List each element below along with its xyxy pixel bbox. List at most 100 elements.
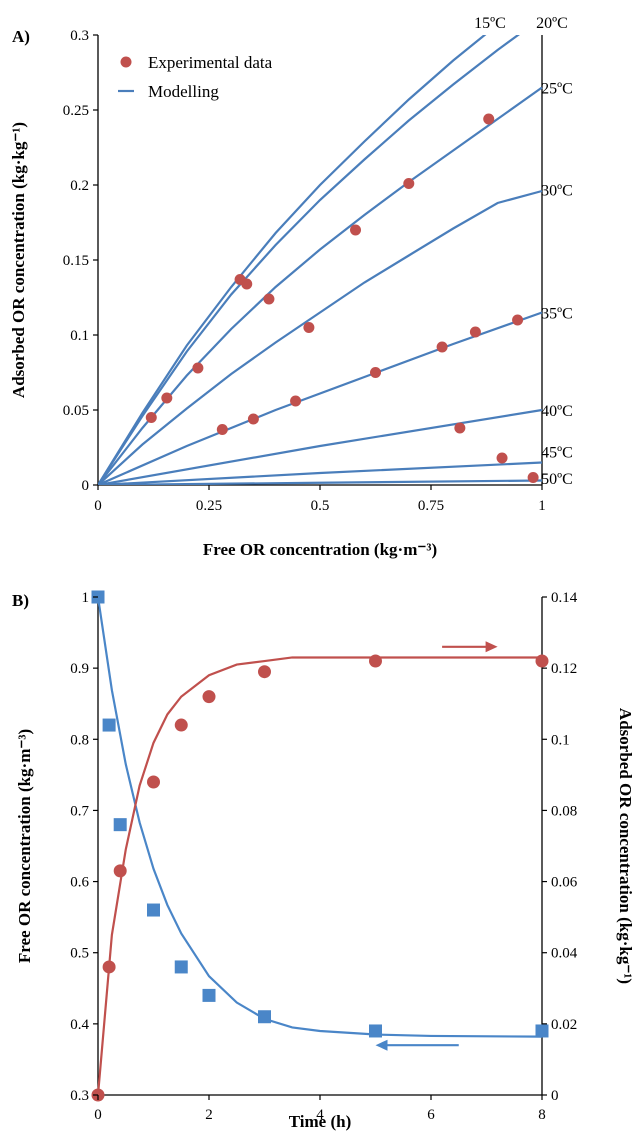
panel-a-model-curves [98, 35, 543, 485]
temperature-label: 25ºC [541, 81, 573, 98]
x-tick-label: 0 [94, 498, 102, 514]
experimental-point-adsorbed [535, 654, 549, 668]
panel-a-x-ticks: 0 0.25 0.5 0.75 1 [94, 485, 546, 514]
experimental-point [403, 178, 415, 189]
panel-b-x-axis-title: Time (h) [289, 1112, 352, 1131]
model-curve-15c [98, 35, 487, 485]
y-tick-label: 0 [82, 478, 90, 494]
experimental-point [247, 413, 259, 425]
left-y-tick-label: 0.6 [70, 875, 89, 891]
experimental-point-adsorbed [102, 960, 116, 974]
panel-b-left-y-axis-title: Free OR concentration (kg·m⁻³) [15, 729, 34, 963]
experimental-point-adsorbed [113, 864, 127, 878]
x-tick-label: 0 [94, 1107, 102, 1123]
experimental-point [436, 341, 448, 353]
model-curve-35c [98, 311, 543, 485]
x-tick-label: 0.5 [311, 498, 330, 514]
model-curve-25c [98, 86, 543, 485]
experimental-point [161, 392, 173, 404]
y-tick-label: 0.1 [70, 328, 89, 344]
temperature-label: 35ºC [541, 306, 573, 323]
temperature-label: 15ºC [474, 15, 506, 32]
left-y-tick-label: 0.7 [70, 803, 89, 819]
right-y-tick-label: 0.12 [551, 661, 577, 677]
experimental-point [216, 424, 228, 435]
panel-a-x-axis-title: Free OR concentration (kg·m⁻³) [203, 540, 437, 559]
experimental-point [469, 326, 481, 338]
panel-a: A) 0 0.25 0.5 0.75 1 00.050.10.150.20.250.3 … [9, 15, 573, 559]
experimental-point [290, 395, 302, 407]
experimental-point [527, 472, 539, 483]
temperature-label: 45ºC [541, 445, 573, 462]
experimental-point [454, 422, 466, 434]
left-y-tick-label: 0.8 [70, 732, 89, 748]
panel-a-experimental-points [145, 113, 539, 483]
experimental-point-adsorbed [202, 690, 216, 704]
experimental-point-free [258, 1010, 271, 1024]
right-y-tick-label: 0.04 [551, 946, 578, 962]
left-y-tick-label: 0.3 [70, 1088, 89, 1104]
x-tick-label: 1 [538, 498, 546, 514]
arrow-head [375, 1039, 388, 1051]
left-y-tick-label: 1 [82, 590, 90, 606]
panel-a-temperature-labels: 15ºC 20ºC 25ºC 30ºC 35ºC 40ºC 45ºC 50ºC [474, 15, 573, 488]
arrow-head [485, 641, 498, 653]
temperature-label: 30ºC [541, 183, 573, 200]
right-y-tick-label: 0.14 [551, 590, 578, 606]
model-curve-left [96, 596, 543, 1038]
left-y-tick-label: 0.4 [70, 1017, 89, 1033]
panel-b-experimental-points [91, 590, 549, 1102]
x-tick-label: 6 [427, 1107, 435, 1123]
y-tick-label: 0.3 [70, 28, 89, 44]
model-curve-50c [98, 479, 543, 485]
panel-a-y-ticks: 0 0.05 0.1 0.15 0.2 0.25 0.3 [63, 28, 98, 494]
x-tick-label: 8 [538, 1107, 546, 1123]
right-y-tick-label: 0 [551, 1088, 559, 1104]
y-tick-label: 0.05 [63, 403, 89, 419]
experimental-point-adsorbed [147, 775, 160, 789]
left-y-tick-label: 0.9 [70, 661, 89, 677]
experimental-point [350, 224, 362, 236]
panel-b-label: B) [12, 591, 29, 610]
experimental-point-free [113, 818, 127, 832]
legend-marker-experimental [120, 56, 132, 68]
experimental-point-adsorbed [174, 718, 188, 732]
y-tick-label: 0.25 [63, 103, 89, 119]
experimental-point [192, 362, 204, 374]
right-y-tick-label: 0.08 [551, 803, 577, 819]
experimental-point-adsorbed [258, 665, 271, 679]
temperature-label: 20ºC [536, 15, 568, 32]
panel-b-model-curves [96, 596, 543, 1096]
legend-label-modelling: Modelling [148, 82, 219, 101]
legend: Experimental data Modelling [118, 53, 273, 101]
experimental-point-free [202, 988, 216, 1002]
x-tick-label: 0.25 [196, 498, 222, 514]
model-curve-20c [98, 35, 520, 485]
panel-b-arrows [375, 641, 498, 1051]
x-tick-label: 2 [205, 1107, 213, 1123]
experimental-point [483, 113, 495, 125]
right-y-tick-label: 0.06 [551, 875, 578, 891]
experimental-point [303, 322, 315, 333]
y-tick-label: 0.2 [70, 178, 89, 194]
panel-b-right-y-ticks: 0 0.02 0.04 0.06 0.08 0.1 0.12 0.14 [542, 590, 578, 1104]
x-tick-label: 4 [316, 1107, 324, 1123]
model-curve-30c [98, 189, 543, 485]
panel-a-label: A) [12, 27, 30, 46]
experimental-point [263, 293, 275, 305]
panel-a-y-axis-title: Adsorbed OR concentration (kg·kg⁻¹) [9, 122, 28, 398]
experimental-point [241, 278, 253, 290]
model-curve-40c [98, 408, 543, 485]
model-curve-45c [98, 461, 543, 485]
experimental-point-free [535, 1024, 549, 1038]
x-tick-label: 0.75 [418, 498, 444, 514]
experimental-point-adsorbed [369, 654, 382, 668]
left-y-tick-label: 0.5 [70, 946, 89, 962]
experimental-point [370, 367, 381, 378]
model-curve-right [96, 656, 542, 1096]
legend-label-experimental: Experimental data [148, 53, 273, 72]
experimental-point-free [369, 1024, 382, 1038]
temperature-label: 40ºC [541, 403, 573, 420]
panel-b-right-y-axis-title: Adsorbed OR concentration (kg·kg⁻¹) [616, 708, 635, 984]
